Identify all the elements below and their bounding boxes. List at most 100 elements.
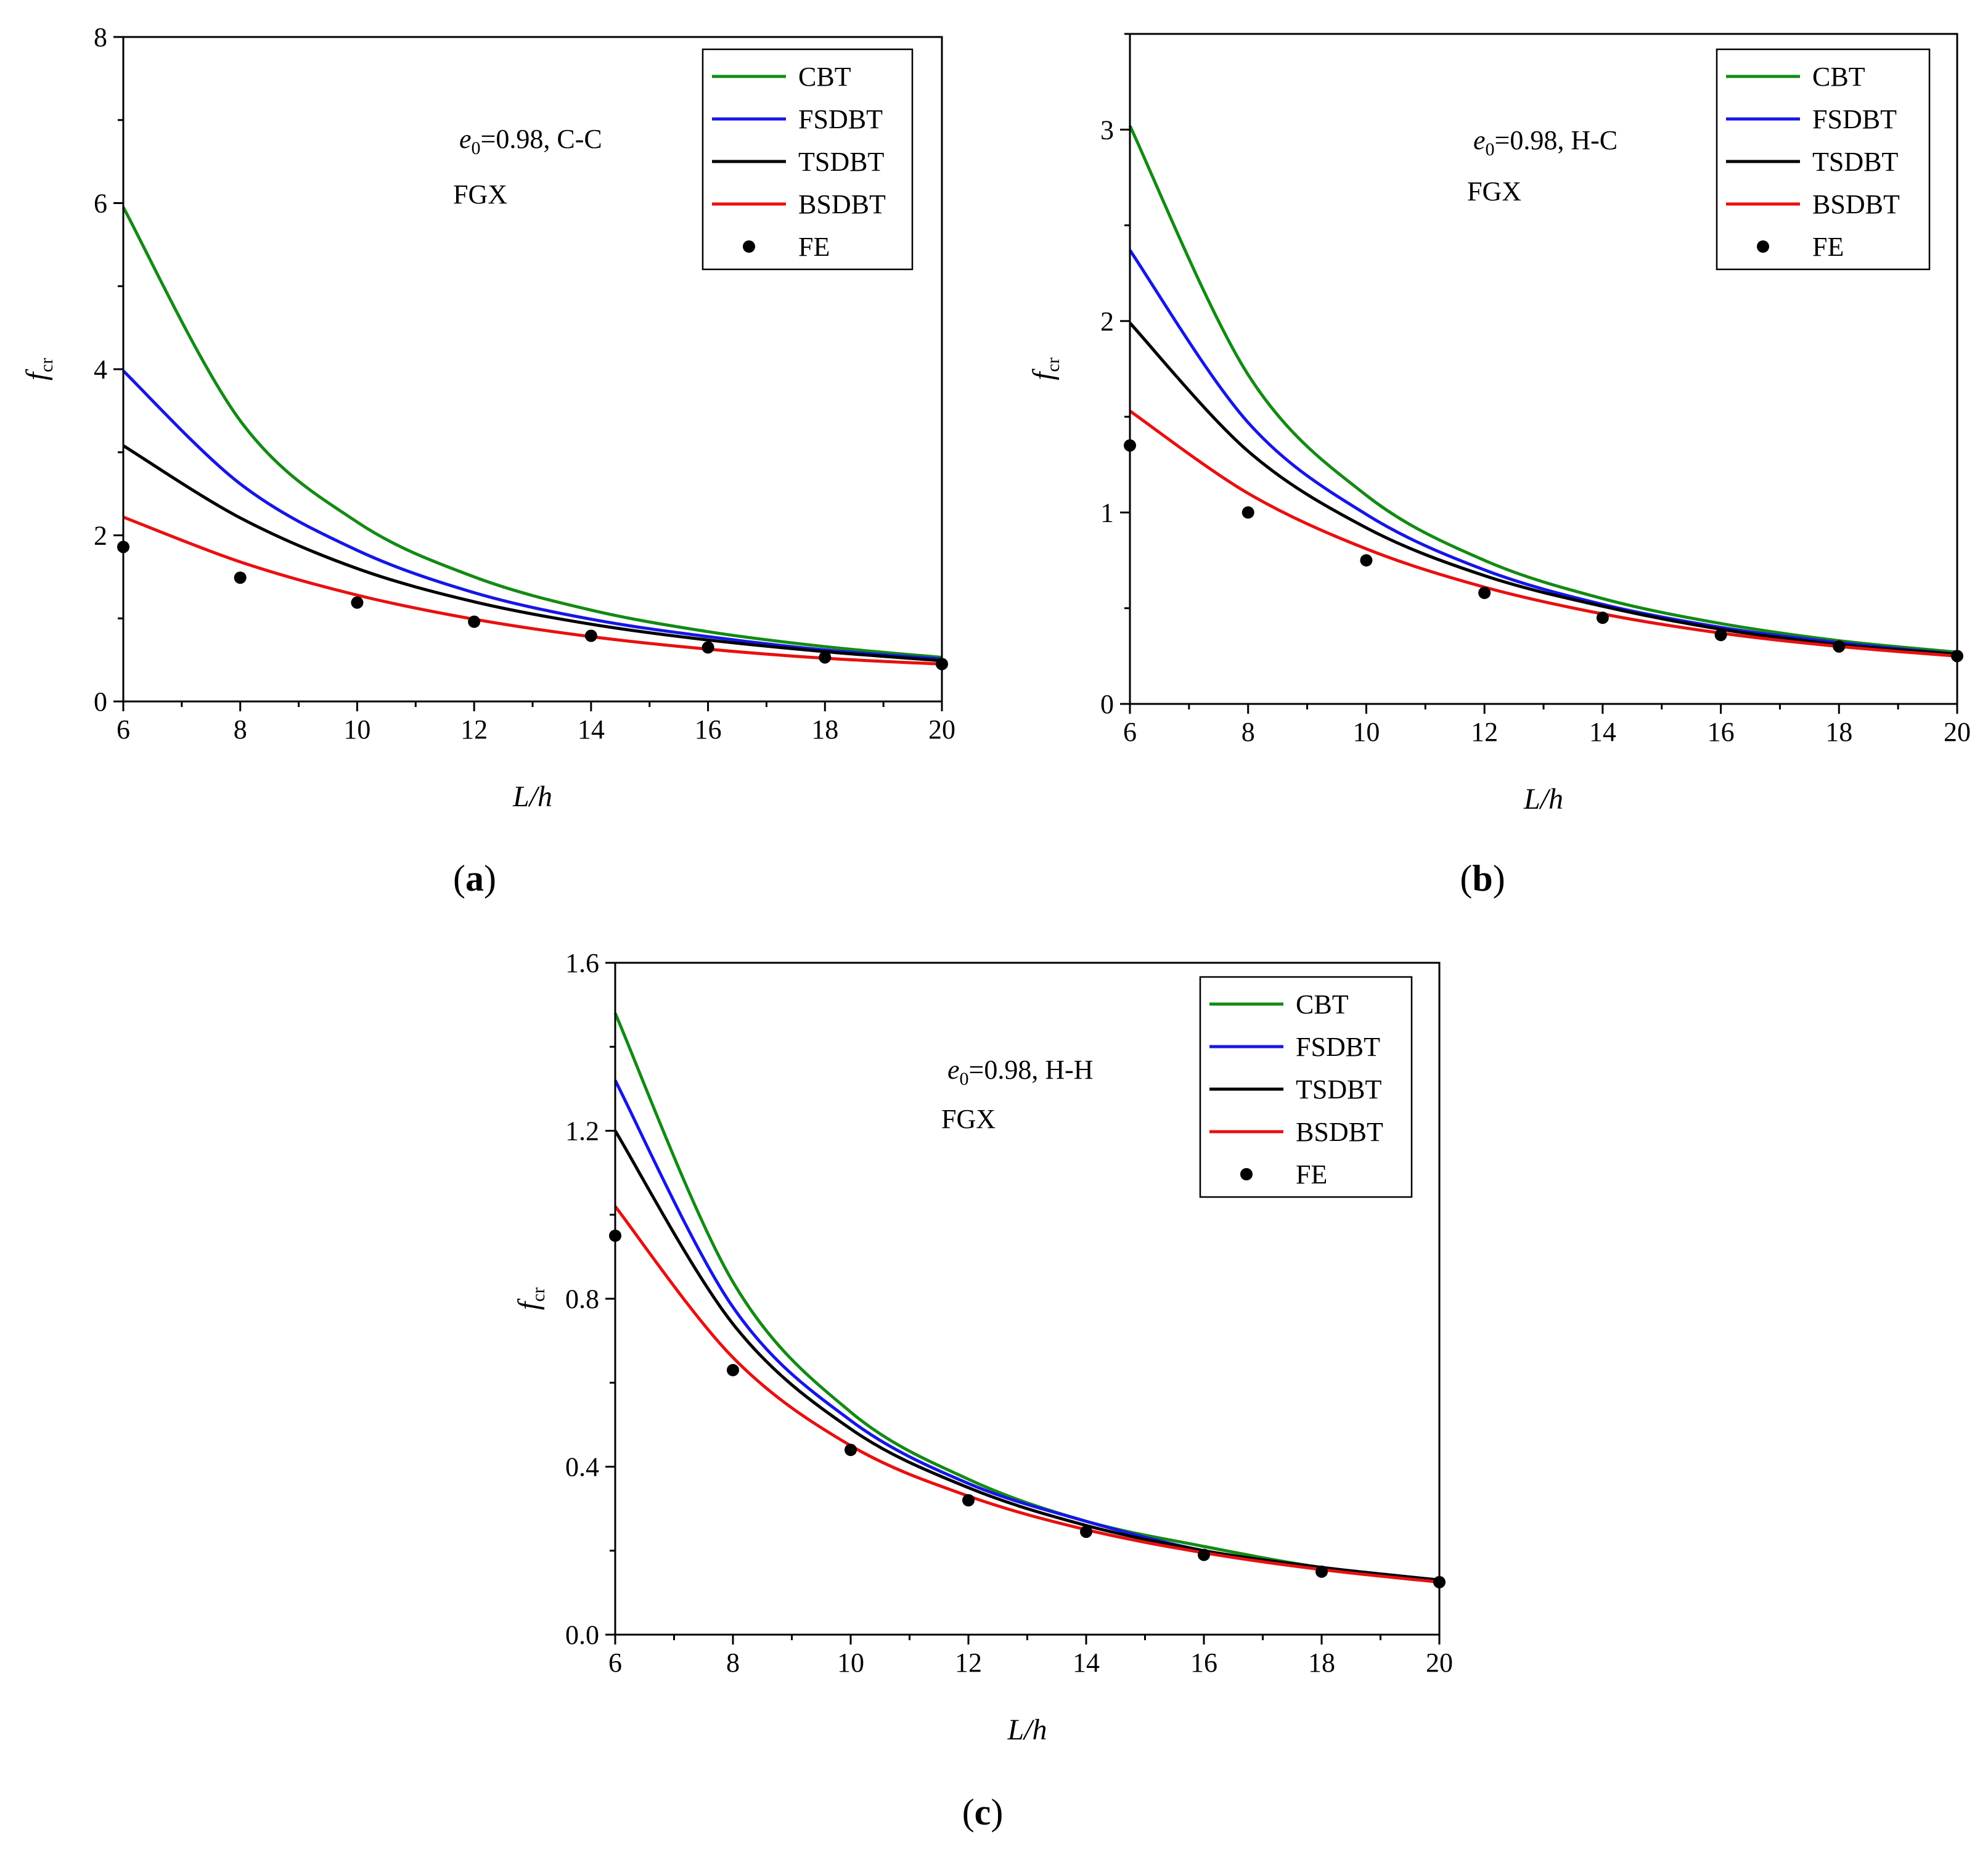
x-axis-title: L/h — [1007, 1714, 1047, 1746]
fe-data-point — [584, 629, 597, 642]
legend-box — [702, 48, 914, 271]
y-tick-label: 2 — [1100, 306, 1114, 337]
series-line-tsdbt — [122, 444, 943, 663]
fe-data-point — [1198, 1548, 1210, 1561]
y-axis-title: fcr — [512, 1288, 549, 1310]
chart-panel-c: 6 8 10 12 14 16 18 20 0.0 0.4 0.8 1.2 1.6 L/h fcr e0=0.… — [512, 948, 1453, 1833]
x-tick-label: 14 — [578, 714, 605, 745]
legend-label-fe: FE — [1296, 1159, 1327, 1190]
annotation-condition: e0=0.98, H-C — [1473, 125, 1618, 160]
legend: CBT FSDBT TSDBT BSDBT FE — [1199, 976, 1413, 1198]
series-line-fsdbt — [122, 369, 943, 661]
y-axis-subscript: cr — [36, 358, 57, 372]
x-tick-label: 20 — [1426, 1648, 1453, 1678]
x-tick-label: 20 — [928, 714, 955, 745]
fe-data-point — [1833, 640, 1846, 653]
legend: CBT FSDBT TSDBT BSDBT FE — [1716, 48, 1931, 271]
fe-data-point — [1241, 506, 1254, 519]
series-line-bsdbt — [1129, 409, 1958, 658]
legend-label-bsdbt: BSDBT — [798, 189, 886, 219]
x-tick-label: 10 — [1352, 717, 1380, 747]
legend-swatch-fe — [1757, 240, 1769, 253]
annotation-e-symbol: e — [1473, 125, 1486, 155]
fe-data-point — [234, 571, 247, 584]
fe-data-point — [1478, 586, 1491, 599]
y-axis-subscript: cr — [528, 1288, 549, 1302]
y-axis-subscript: cr — [1043, 358, 1063, 372]
annotation-e-symbol: e — [459, 124, 472, 154]
y-tick-label: 3 — [1100, 115, 1114, 145]
legend-swatch-fe — [743, 240, 755, 253]
caption-letter: c — [975, 1792, 991, 1833]
series-line-bsdbt — [614, 1205, 1440, 1584]
series-line-fsdbt — [1128, 249, 1958, 656]
y-tick-label: 4 — [94, 354, 107, 385]
x-tick-label: 10 — [837, 1648, 864, 1678]
annotation-condition-text: =0.98, H-C — [1495, 125, 1618, 155]
fe-data-point — [1080, 1526, 1092, 1538]
annotation-e-subscript: 0 — [472, 138, 481, 158]
fe-data-point — [962, 1494, 975, 1506]
x-tick-label: 12 — [955, 1648, 982, 1678]
x-tick-label: 14 — [1073, 1648, 1100, 1678]
legend-label-tsdbt: TSDBT — [1296, 1074, 1381, 1105]
legend-swatch-fe — [1240, 1168, 1253, 1180]
y-tick-label: 0.8 — [565, 1284, 599, 1314]
x-tick-label: 6 — [117, 714, 130, 745]
y-tick-label: 1.2 — [565, 1116, 599, 1146]
fe-data-point — [819, 651, 832, 664]
y-tick-label: 1.6 — [565, 948, 599, 978]
x-tick-label: 12 — [1471, 717, 1498, 747]
panel-caption: (c) — [962, 1792, 1004, 1833]
fe-data-point — [351, 596, 364, 609]
legend-label-cbt: CBT — [798, 62, 851, 92]
y-tick-label: 8 — [94, 22, 107, 52]
y-axis-title: fcr — [1027, 358, 1063, 380]
legend-label-bsdbt: BSDBT — [1812, 189, 1900, 219]
panel-caption: (b) — [1460, 858, 1505, 899]
series-line-tsdbt — [1129, 322, 1958, 656]
x-tick-label: 8 — [1241, 717, 1255, 747]
series-line-cbt — [121, 206, 943, 660]
annotation-condition: e0=0.98, C-C — [459, 124, 602, 158]
legend-label-bsdbt: BSDBT — [1296, 1117, 1383, 1147]
fe-data-point — [1596, 611, 1609, 624]
y-tick-label: 1 — [1100, 497, 1114, 528]
y-tick-label: 0 — [94, 687, 107, 717]
annotation-e-symbol: e — [947, 1055, 960, 1085]
legend: CBT FSDBT TSDBT BSDBT FE — [702, 48, 914, 271]
caption-close-paren: ) — [484, 858, 496, 899]
panel-caption: (a) — [453, 858, 496, 899]
x-tick-label: 18 — [811, 714, 838, 745]
x-axis-title: L/h — [1523, 783, 1563, 815]
y-tick-label: 6 — [94, 189, 107, 219]
series-line-tsdbt — [613, 1130, 1440, 1582]
x-tick-label: 16 — [1190, 1648, 1217, 1678]
caption-letter: b — [1472, 858, 1492, 899]
fe-data-point — [1315, 1565, 1328, 1578]
caption-close-paren: ) — [1493, 858, 1505, 899]
caption-letter: a — [465, 858, 484, 899]
y-tick-label: 2 — [94, 521, 107, 551]
caption-open-paren: ( — [962, 1792, 975, 1833]
legend-label-tsdbt: TSDBT — [1812, 147, 1898, 177]
x-tick-label: 8 — [726, 1648, 740, 1678]
fe-data-point — [702, 641, 714, 654]
annotation-e-subscript: 0 — [1486, 139, 1495, 160]
y-axis-title: fcr — [20, 358, 57, 381]
fe-data-point — [468, 615, 481, 628]
fe-data-point — [727, 1363, 739, 1376]
x-axis-title: L/h — [512, 780, 552, 813]
y-tick-label: 0.0 — [565, 1620, 599, 1650]
fe-data-point — [1360, 554, 1373, 567]
legend-label-fe: FE — [1812, 232, 1844, 262]
y-tick-label: 0.4 — [565, 1452, 599, 1482]
series-line-bsdbt — [123, 515, 943, 666]
annotation-material: FGX — [941, 1104, 996, 1134]
y-tick-label: 0 — [1100, 689, 1114, 719]
x-tick-label: 6 — [608, 1648, 622, 1678]
x-tick-label: 14 — [1589, 717, 1616, 747]
